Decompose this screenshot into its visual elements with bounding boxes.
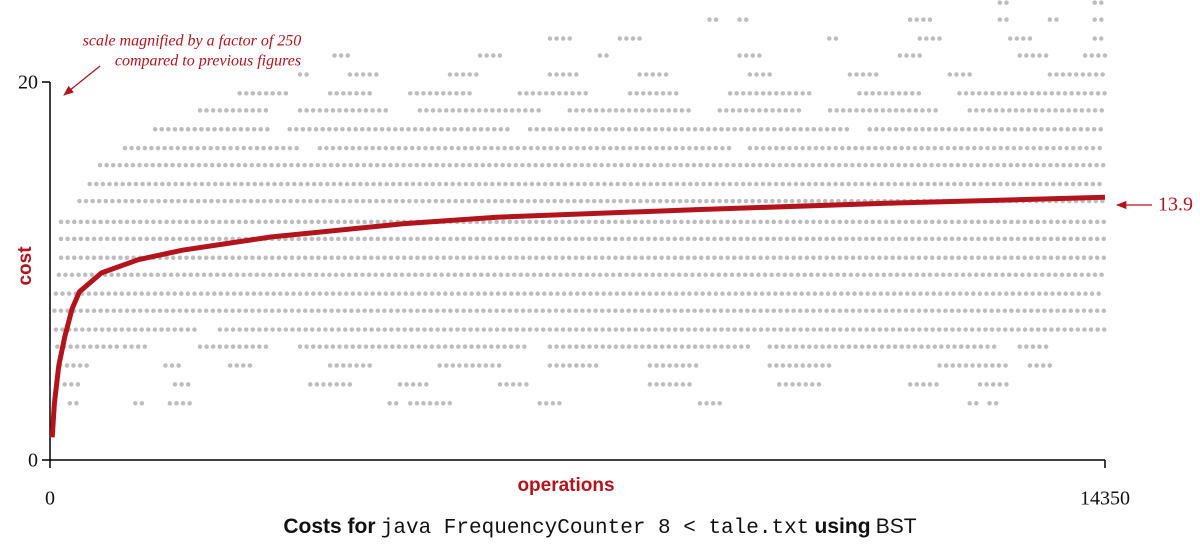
x-axis-label: operations <box>517 475 614 496</box>
annotation-arrow <box>63 65 101 96</box>
y-tick-label: 20 <box>18 72 38 94</box>
title-part: using <box>815 515 871 538</box>
dots <box>52 0 1108 406</box>
end-label: 13.9 <box>1158 194 1193 216</box>
x-tick-label: 14350 <box>1080 488 1130 510</box>
annotation: scale magnified by a factor of 250 <box>83 33 302 50</box>
x-tick-label: 0 <box>45 488 55 510</box>
title-part: java FrequencyCounter 8 < tale.txt <box>381 517 809 540</box>
title-part: BST <box>876 515 917 538</box>
title-part: Costs for <box>283 515 375 538</box>
chart-title: Costs for java FrequencyCounter 8 < tale… <box>283 513 916 540</box>
annotation: compared to previous figures <box>115 53 301 70</box>
y-axis-label: cost <box>15 246 36 286</box>
y-tick-label: 0 <box>28 450 38 472</box>
average-line <box>49 194 1106 438</box>
